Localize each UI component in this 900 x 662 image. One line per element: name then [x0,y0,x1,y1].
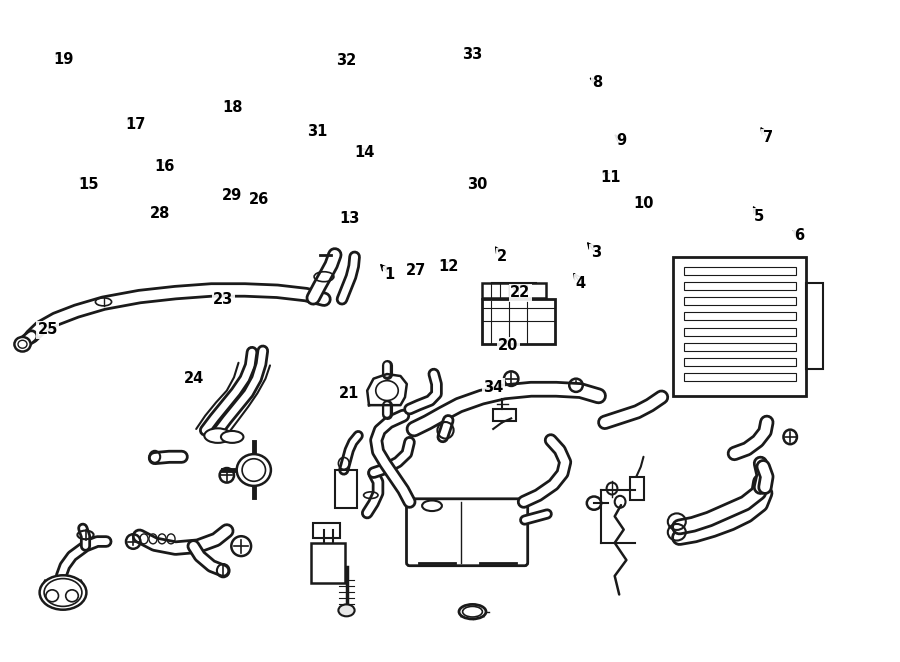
Text: 29: 29 [222,188,242,203]
Text: 34: 34 [483,380,503,395]
Text: 13: 13 [339,211,359,226]
Bar [482,299,555,344]
Bar [684,328,796,336]
Ellipse shape [204,428,231,443]
Bar [684,282,796,290]
FancyBboxPatch shape [407,498,527,566]
Text: 22: 22 [510,285,530,300]
Ellipse shape [422,500,442,511]
Text: 4: 4 [575,276,586,291]
Text: 7: 7 [762,130,773,145]
Text: 32: 32 [337,54,356,68]
Text: 24: 24 [184,371,203,386]
Bar [684,358,796,366]
Text: 2: 2 [497,250,508,264]
Ellipse shape [338,604,355,616]
Text: 17: 17 [125,117,145,132]
Text: 26: 26 [249,193,269,207]
Bar [684,267,796,275]
Text: 27: 27 [406,263,426,277]
Text: 33: 33 [463,47,482,62]
Ellipse shape [14,337,31,352]
Text: 11: 11 [600,170,620,185]
Bar [684,312,796,320]
Text: 8: 8 [592,75,603,90]
Text: 21: 21 [339,387,359,401]
Ellipse shape [40,575,86,610]
Text: 31: 31 [307,124,327,138]
Text: 12: 12 [438,259,458,273]
Bar [310,543,345,583]
Text: 18: 18 [222,100,242,115]
Bar [630,477,644,500]
Text: 20: 20 [499,338,518,353]
Text: 28: 28 [150,206,170,220]
Polygon shape [367,374,407,405]
Text: 1: 1 [384,267,395,282]
Text: 5: 5 [753,209,764,224]
Text: 9: 9 [616,133,626,148]
Bar [313,523,340,538]
Text: 23: 23 [213,292,233,307]
Text: 15: 15 [78,177,98,191]
Text: 6: 6 [794,228,805,243]
Text: 3: 3 [590,246,601,260]
Bar [684,373,796,381]
Bar [410,502,525,563]
Bar [335,470,357,508]
Text: 16: 16 [155,160,175,174]
Text: 19: 19 [53,52,73,67]
Ellipse shape [459,604,486,619]
Ellipse shape [221,431,244,443]
Text: 10: 10 [634,197,653,211]
Bar [493,409,516,421]
Bar [673,257,806,396]
Text: 30: 30 [467,177,487,191]
Bar [806,283,823,369]
Bar [684,297,796,305]
Text: 25: 25 [38,322,58,337]
Bar [482,283,546,298]
Text: 14: 14 [355,145,374,160]
Bar [684,343,796,351]
Ellipse shape [237,454,271,486]
